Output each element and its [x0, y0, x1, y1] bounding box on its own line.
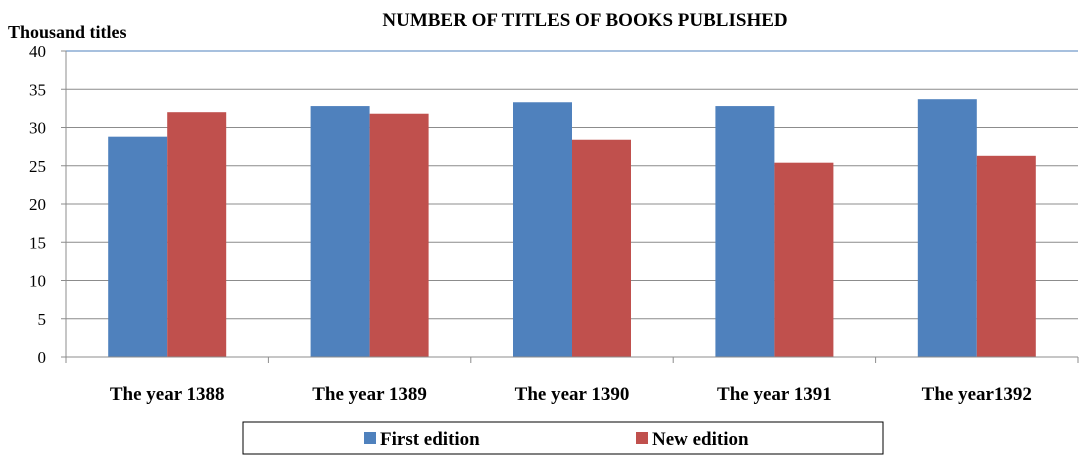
y-tick-label: 10	[29, 272, 46, 291]
legend-swatch-first-edition	[364, 432, 376, 444]
legend-box	[242, 421, 884, 455]
y-tick-label: 0	[38, 348, 47, 367]
y-axis-label: Thousand titles	[8, 22, 127, 42]
y-tick-label: 15	[29, 233, 46, 252]
x-category-label: The year1392	[922, 384, 1032, 405]
x-category-label: The year 1390	[515, 384, 630, 405]
x-axis-categories: The year 1388 The year 1389 The year 1390 T…	[110, 384, 1032, 405]
y-tick-label: 35	[29, 80, 46, 99]
axes	[65, 51, 1079, 363]
bar-first-edition	[513, 102, 572, 357]
legend: First edition New edition	[242, 421, 884, 455]
bar-new-edition	[572, 139, 631, 357]
chart-title: NUMBER OF TITLES OF BOOKS PUBLISHED	[382, 10, 787, 31]
y-axis-ticks: 0 5 10 15 20 25 30 35 40	[29, 42, 66, 367]
legend-swatch-new-edition	[636, 432, 648, 444]
bar-new-edition	[167, 112, 227, 357]
x-category-label: The year 1388	[110, 384, 225, 405]
y-tick-label: 20	[29, 195, 46, 214]
x-category-label: The year 1389	[312, 384, 427, 405]
bars	[108, 99, 1036, 357]
x-category-label: The year 1391	[717, 384, 832, 405]
y-tick-label: 5	[38, 310, 47, 329]
bar-new-edition	[369, 113, 429, 357]
bar-new-edition	[976, 155, 1036, 357]
bar-first-edition	[715, 106, 775, 357]
legend-label-first-edition: First edition	[380, 429, 480, 450]
bar-new-edition	[774, 162, 834, 357]
y-tick-label: 30	[29, 119, 46, 138]
bar-first-edition	[917, 99, 977, 357]
bar-first-edition	[108, 136, 168, 357]
legend-label-new-edition: New edition	[652, 429, 749, 450]
bar-first-edition	[310, 106, 370, 357]
y-tick-label: 40	[29, 42, 46, 61]
y-tick-label: 25	[29, 157, 46, 176]
